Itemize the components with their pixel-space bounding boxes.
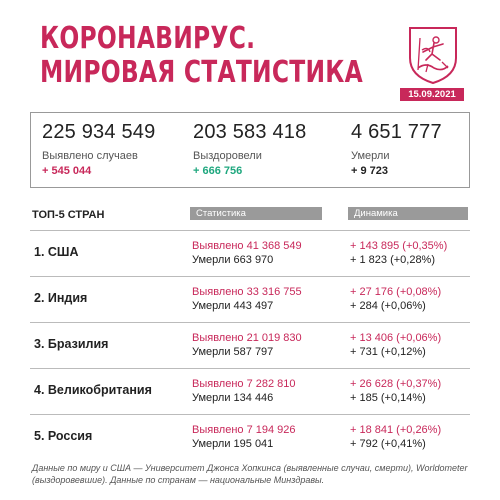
total-deaths: 4 651 777 Умерли + 9 723 <box>351 121 442 177</box>
date-badge: 15.09.2021 <box>400 88 464 101</box>
country-deaths-delta: + 792 (+0,41%) <box>350 438 426 450</box>
title-line-2: МИРОВАЯ СТАТИСТИКА <box>40 55 363 90</box>
total-cases-label: Выявлено случаев <box>42 150 138 162</box>
country-cases: Выявлено 7 194 926 <box>192 424 296 436</box>
country-dynamics: + 13 406 (+0,06%) + 731 (+0,12%) <box>350 331 441 359</box>
total-cases-value: 225 934 549 <box>42 121 156 143</box>
total-deaths-delta: + 9 723 <box>351 165 389 177</box>
country-name: 1. США <box>34 245 79 259</box>
country-deaths: Умерли 587 797 <box>192 346 274 358</box>
country-deaths-delta: + 284 (+0,06%) <box>350 300 426 312</box>
country-name: 2. Индия <box>34 291 88 305</box>
country-cases: Выявлено 33 316 755 <box>192 286 302 298</box>
world-totals-box: 225 934 549 Выявлено случаев + 545 044 2… <box>30 112 470 188</box>
total-deaths-label: Умерли <box>351 150 390 162</box>
country-cases-delta: + 27 176 (+0,08%) <box>350 286 442 298</box>
country-row: 1. США Выявлено 41 368 549 Умерли 663 97… <box>30 230 470 276</box>
country-name: 4. Великобритания <box>34 383 152 397</box>
country-row: 2. Индия Выявлено 33 316 755 Умерли 443 … <box>30 276 470 322</box>
country-deaths: Умерли 195 041 <box>192 438 274 450</box>
country-dynamics: + 26 628 (+0,37%) + 185 (+0,14%) <box>350 377 441 405</box>
country-cases-delta: + 13 406 (+0,06%) <box>350 332 442 344</box>
country-name: 3. Бразилия <box>34 337 109 351</box>
total-cases-delta: + 545 044 <box>42 165 92 177</box>
country-cases: Выявлено 41 368 549 <box>192 240 302 252</box>
column-header-stats: Статистика <box>190 207 322 220</box>
country-stats: Выявлено 7 194 926 Умерли 195 041 <box>192 423 296 451</box>
total-recovered-value: 203 583 418 <box>193 121 307 143</box>
moscow-coat-of-arms-icon <box>409 27 457 85</box>
country-deaths-delta: + 185 (+0,14%) <box>350 392 426 404</box>
country-row: 5. Россия Выявлено 7 194 926 Умерли 195 … <box>30 414 470 460</box>
total-recovered: 203 583 418 Выздоровели + 666 756 <box>193 121 306 177</box>
page-title: КОРОНАВИРУС. МИРОВАЯ СТАТИСТИКА <box>40 22 363 90</box>
country-cases-delta: + 143 895 (+0,35%) <box>350 240 448 252</box>
country-name: 5. Россия <box>34 429 93 443</box>
title-line-1: КОРОНАВИРУС. <box>40 21 256 56</box>
country-deaths-delta: + 731 (+0,12%) <box>350 346 426 358</box>
country-deaths-delta: + 1 823 (+0,28%) <box>350 254 436 266</box>
source-footnote: Данные по миру и США — Университет Джонс… <box>32 463 468 485</box>
country-cases-delta: + 26 628 (+0,37%) <box>350 378 442 390</box>
country-cases: Выявлено 21 019 830 <box>192 332 302 344</box>
total-recovered-label: Выздоровели <box>193 150 262 162</box>
country-deaths: Умерли 134 446 <box>192 392 274 404</box>
country-cases: Выявлено 7 282 810 <box>192 378 296 390</box>
country-cases-delta: + 18 841 (+0,26%) <box>350 424 442 436</box>
country-deaths: Умерли 663 970 <box>192 254 274 266</box>
country-dynamics: + 18 841 (+0,26%) + 792 (+0,41%) <box>350 423 441 451</box>
country-stats: Выявлено 21 019 830 Умерли 587 797 <box>192 331 302 359</box>
country-stats: Выявлено 7 282 810 Умерли 134 446 <box>192 377 296 405</box>
total-deaths-value: 4 651 777 <box>351 121 442 143</box>
country-row: 4. Великобритания Выявлено 7 282 810 Уме… <box>30 368 470 414</box>
column-header-dynamics: Динамика <box>348 207 468 220</box>
country-row: 3. Бразилия Выявлено 21 019 830 Умерли 5… <box>30 322 470 368</box>
country-deaths: Умерли 443 497 <box>192 300 274 312</box>
top5-heading: ТОП-5 СТРАН <box>32 209 105 221</box>
country-stats: Выявлено 41 368 549 Умерли 663 970 <box>192 239 302 267</box>
country-dynamics: + 143 895 (+0,35%) + 1 823 (+0,28%) <box>350 239 447 267</box>
country-dynamics: + 27 176 (+0,08%) + 284 (+0,06%) <box>350 285 441 313</box>
total-cases: 225 934 549 Выявлено случаев + 545 044 <box>42 121 155 177</box>
total-recovered-delta: + 666 756 <box>193 165 243 177</box>
country-stats: Выявлено 33 316 755 Умерли 443 497 <box>192 285 302 313</box>
